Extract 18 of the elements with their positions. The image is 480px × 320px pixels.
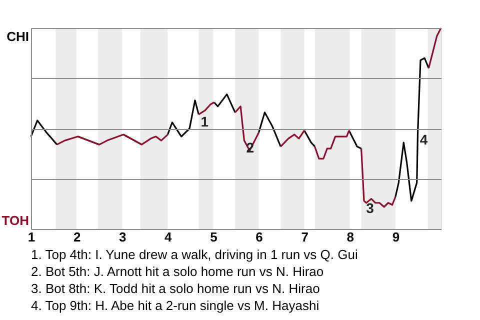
text: 4. Top 9th: H. Abe hit a 2-run single vs M. Hayashi bbox=[31, 298, 320, 313]
x-tick-label: 8 bbox=[346, 230, 354, 244]
text: CHI bbox=[6, 29, 29, 44]
text: 1. Top 4th: I. Yune drew a walk, driving in 1 run vs Q. Gui bbox=[31, 247, 358, 262]
text: 3. Bot 8th: K. Todd hit a solo home run vs N. Hirao bbox=[31, 281, 320, 296]
annotation: 3 bbox=[366, 200, 374, 216]
text: TOH bbox=[2, 213, 29, 228]
x-tick-label: 4 bbox=[164, 230, 173, 244]
annotation: 1 bbox=[200, 113, 209, 130]
x-tick-label: 6 bbox=[256, 230, 263, 244]
x-tick-label: 7 bbox=[301, 230, 308, 244]
x-tick-label: 2 bbox=[73, 230, 81, 244]
x-tick-label: 9 bbox=[392, 230, 400, 244]
annotation: 4 bbox=[420, 132, 428, 148]
x-tick-label: 5 bbox=[210, 230, 218, 244]
x-tick-label: 3 bbox=[118, 230, 126, 244]
text: 2. Bot 5th: J. Arnott hit a solo home run vs N. Hirao bbox=[31, 264, 324, 279]
x-tick-label: 1 bbox=[28, 230, 36, 244]
